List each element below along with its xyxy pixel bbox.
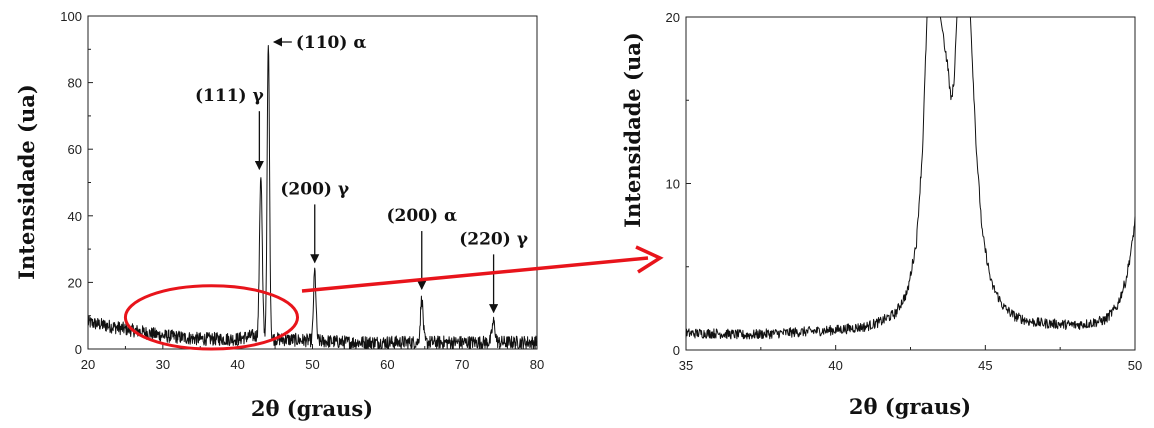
left-y-ticks: 0 20 40 60 80 100 — [60, 9, 93, 357]
y-tick-label: 60 — [68, 142, 82, 157]
left-y-axis-title: Intensidade (ua) — [14, 84, 39, 280]
peak-annotation: (220) γ — [459, 229, 529, 314]
peak-annotation: (111) γ — [195, 86, 265, 171]
x-tick-label: 35 — [679, 358, 693, 373]
x-tick-label: 60 — [380, 357, 394, 372]
x-tick-label: 50 — [305, 357, 319, 372]
peak-annotations: (111) γ (110) α (200) γ (200) α(220) γ — [195, 33, 529, 314]
y-tick-label: 0 — [75, 342, 82, 357]
y-tick-label: 100 — [60, 9, 82, 24]
y-tick-label: 10 — [666, 177, 680, 192]
y-tick-label: 40 — [68, 209, 82, 224]
zoom-region-highlight — [123, 284, 300, 351]
y-tick-label: 80 — [68, 76, 82, 91]
right-y-ticks: 0 10 20 — [666, 10, 691, 358]
x-tick-label: 30 — [156, 357, 170, 372]
right-xrd-trace — [685, 16, 1136, 340]
x-tick-label: 80 — [530, 357, 544, 372]
zoom-panel: 0 10 20 35 40 45 50 2θ (graus) Intensidade (u… — [620, 10, 1142, 419]
y-tick-label: 20 — [68, 275, 82, 290]
x-tick-label: 40 — [230, 357, 244, 372]
left-x-axis-title: 2θ (graus) — [251, 396, 373, 421]
x-tick-label: 20 — [81, 357, 95, 372]
y-tick-label: 20 — [666, 10, 680, 25]
right-plot-frame — [685, 16, 1136, 351]
right-y-axis-title: Intensidade (ua) — [620, 32, 645, 228]
x-tick-label: 40 — [828, 358, 842, 373]
right-x-ticks: 35 40 45 50 — [679, 345, 1142, 373]
peak-label: (200) α — [386, 206, 457, 226]
left-xrd-trace — [87, 45, 538, 350]
peak-label: (220) γ — [459, 229, 528, 249]
x-tick-label: 50 — [1128, 358, 1142, 373]
peak-annotation: (200) γ — [280, 179, 350, 264]
left-x-ticks: 20 30 40 50 60 70 80 — [81, 344, 544, 372]
zoom-connector-arrow — [301, 245, 664, 293]
y-tick-label: 0 — [673, 343, 680, 358]
peak-label: (200) γ — [280, 179, 349, 199]
peak-annotation: (110) α — [272, 33, 367, 53]
x-tick-label: 45 — [978, 358, 992, 373]
peak-label: (110) α — [296, 33, 367, 53]
x-tick-label: 70 — [455, 357, 469, 372]
peak-label: (111) γ — [195, 86, 264, 106]
right-x-axis-title: 2θ (graus) — [849, 394, 971, 419]
